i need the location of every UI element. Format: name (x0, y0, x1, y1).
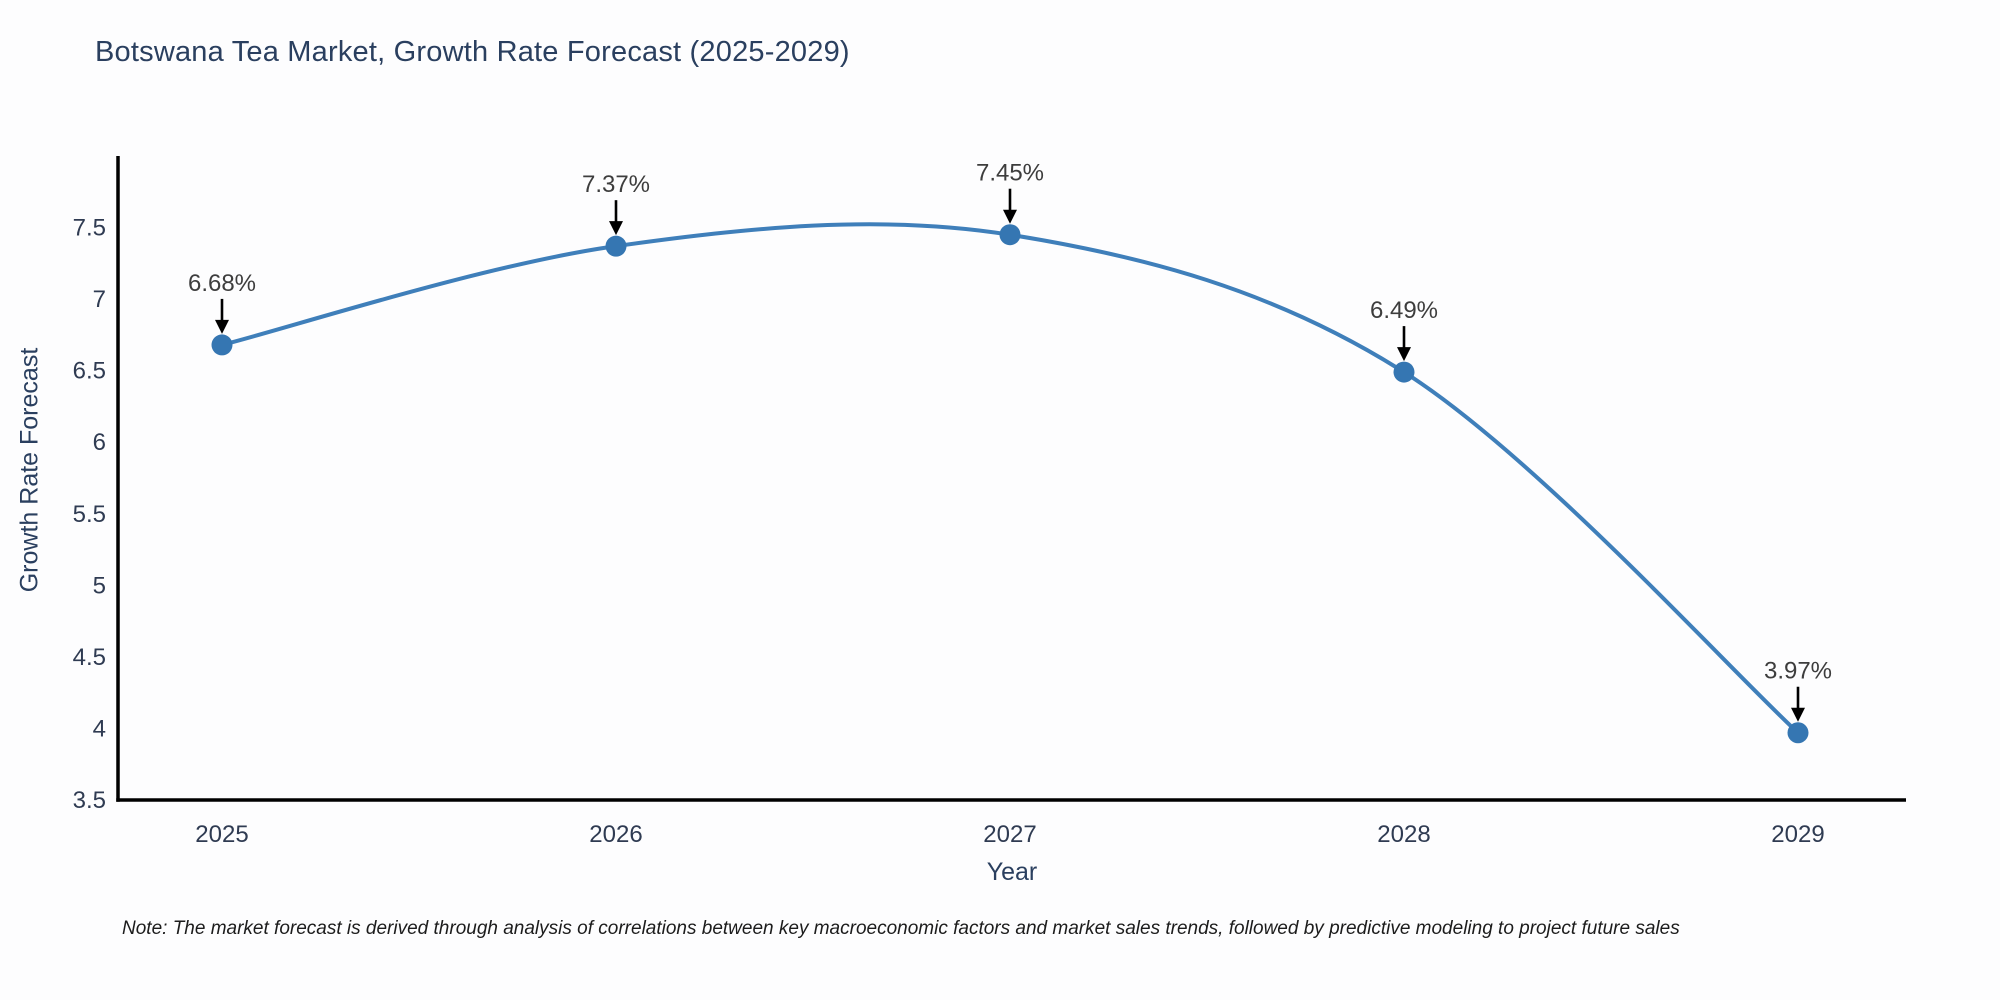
forecast-line (220, 222, 1800, 735)
data-point-label: 6.68% (188, 270, 256, 297)
y-tick-label: 4 (93, 715, 106, 742)
annotation-arrowhead-icon (1397, 347, 1411, 362)
annotation-arrowhead-icon (609, 221, 623, 236)
data-point-label: 7.37% (582, 171, 650, 198)
x-axis-title: Year (986, 858, 1038, 886)
data-point-label: 7.45% (976, 160, 1044, 187)
data-point-marker (999, 224, 1021, 246)
data-point-marker (1393, 361, 1415, 383)
data-point-label: 3.97% (1764, 658, 1832, 685)
data-point-label: 6.49% (1370, 297, 1438, 324)
x-tick-label: 2027 (983, 821, 1036, 848)
x-tick-label: 2029 (1771, 821, 1824, 848)
y-tick-label: 7 (93, 286, 106, 313)
y-tick-label: 3.5 (73, 787, 106, 814)
x-tick-label: 2025 (195, 821, 248, 848)
x-tick-label: 2026 (589, 821, 642, 848)
annotation-arrowhead-icon (1003, 209, 1017, 224)
y-tick-label: 6.5 (73, 358, 106, 385)
annotation-arrowhead-icon (215, 319, 229, 334)
footnote: Note: The market forecast is derived thr… (122, 918, 1680, 939)
x-tick-label: 2028 (1377, 821, 1430, 848)
annotation-arrowhead-icon (1791, 707, 1805, 722)
y-axis-title: Growth Rate Forecast (15, 347, 44, 593)
data-point-marker (211, 334, 233, 356)
y-tick-label: 6 (93, 429, 106, 456)
y-tick-label: 4.5 (73, 644, 106, 671)
y-tick-label: 5 (93, 572, 106, 599)
data-point-marker (605, 235, 627, 257)
y-tick-label: 5.5 (73, 501, 106, 528)
y-tick-label: 7.5 (73, 215, 106, 242)
data-point-marker (1787, 722, 1809, 744)
chart-title: Botswana Tea Market, Growth Rate Forecas… (95, 36, 850, 68)
